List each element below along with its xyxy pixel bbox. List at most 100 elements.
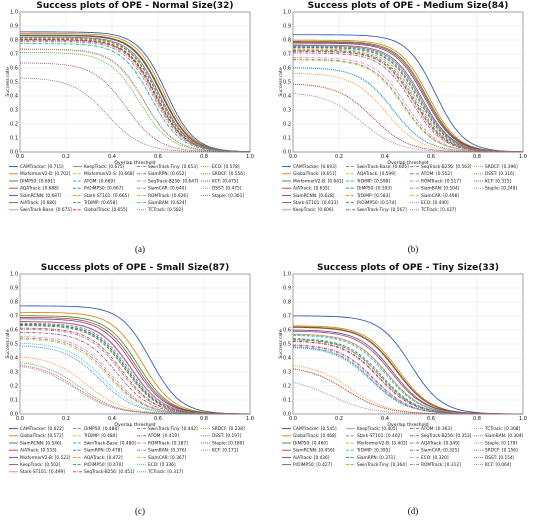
- y-tick-label: 0.0: [283, 150, 291, 156]
- y-tick-label: 0.7: [283, 314, 291, 320]
- legend-entry: ATOM: [0.363]: [421, 426, 452, 432]
- series-line: [20, 31, 251, 153]
- legend-entry: SeqTrack-B256: [0.647]: [148, 178, 199, 184]
- legend-entry: MixformerV2-B: [0.402]: [357, 440, 408, 446]
- legend: CAMTracker: [0.693]GlobalTrack: [0.651]M…: [282, 164, 518, 213]
- y-tick-label: 0.2: [283, 122, 291, 128]
- series-line: [292, 67, 524, 153]
- legend-entry: AiATrack: [0.436]: [293, 455, 330, 461]
- series-line: [20, 33, 251, 153]
- series-line: [292, 59, 524, 153]
- x-tick-label: 0.8: [200, 154, 208, 160]
- legend-entry: DiMP50: [0.488]: [84, 426, 119, 432]
- y-tick-label: 0.2: [10, 384, 18, 390]
- y-tick-label: 0.3: [10, 108, 18, 114]
- legend-entry: DSST: [0.154]: [485, 455, 515, 461]
- legend-entry: PrDiMP50: [0.427]: [293, 462, 332, 468]
- panel-label: (b): [408, 244, 419, 254]
- legend-entry: KeepTrack: [0.502]: [20, 462, 61, 468]
- series-line: [292, 57, 524, 153]
- success-plot-medium-size: Success plots of OPE - Medium Size(84) 0.…: [278, 1, 527, 254]
- y-tick-label: 0.4: [283, 356, 291, 362]
- y-tick-label: 0.6: [10, 66, 18, 72]
- legend-entry: GlobalTrack: [0.651]: [293, 171, 337, 177]
- legend-entry: DiMP50: [0.691]: [20, 178, 55, 184]
- series-line: [292, 339, 524, 415]
- x-tick-label: 1.0: [246, 154, 254, 160]
- legend-entry: CAMTracker: [0.693]: [293, 164, 337, 170]
- legend-entry: PrDiMP50: [0.574]: [357, 200, 396, 206]
- y-tick-label: 1.0: [283, 10, 291, 16]
- legend-entry: SiamRCNN: [0.456]: [293, 448, 335, 454]
- legend-entry: ATOM: [0.669]: [84, 178, 115, 184]
- series-line: [292, 50, 524, 153]
- legend-entry: SiamCAR: [0.367]: [148, 455, 186, 461]
- chart-title: Success plots of OPE - Tiny Size(33): [317, 263, 499, 273]
- series-line: [293, 34, 524, 153]
- legend-entry: SwinTrack-Base: [0.675]: [20, 207, 72, 213]
- legend-entry: DiMP50: [0.593]: [357, 186, 392, 192]
- x-tick-label: 0.8: [473, 416, 481, 422]
- legend-entry: SiamRCNN: [0.546]: [20, 440, 62, 446]
- y-tick-label: 0.6: [283, 66, 291, 72]
- legend-entry: ROMTrack: [0.626]: [148, 193, 188, 199]
- legend-entry: Stark-ST101: [0.499]: [20, 469, 65, 475]
- x-tick-label: 0.2: [62, 154, 70, 160]
- legend-entry: TrDiMP: [0.598]: [356, 178, 390, 184]
- legend-entry: ATOM: [0.552]: [421, 171, 452, 177]
- y-tick-label: 0.1: [283, 398, 291, 404]
- y-tick-label: 0.7: [10, 314, 18, 320]
- legend-entry: Staple: [0.180]: [212, 440, 244, 446]
- series-line: [19, 77, 251, 153]
- y-tick-label: 0.4: [10, 94, 18, 100]
- legend-entry: SeqTrack-B256: [0.563]: [421, 164, 472, 170]
- legend-entry: ROMTrack: [0.312]: [421, 462, 461, 468]
- y-tick-label: 0.2: [283, 384, 291, 390]
- legend-entry: TCTrack: [0.437]: [420, 207, 456, 213]
- legend: CAMTracker: [0.622]GlobalTrack: [0.572]S…: [9, 426, 245, 475]
- legend-entry: PrDiMP50: [0.667]: [84, 186, 123, 192]
- x-tick-label: 0.6: [427, 416, 435, 422]
- legend-entry: GlobalTrack: [0.572]: [20, 433, 64, 439]
- series-line: [292, 83, 524, 153]
- legend-entry: GlobalTrack: [0.655]: [84, 207, 128, 213]
- y-tick-label: 0.6: [10, 328, 18, 334]
- legend-entry: CAMTracker: [0.545]: [293, 426, 337, 432]
- y-tick-label: 1.0: [10, 10, 18, 16]
- success-plot-small-size: Success plots of OPE - Small Size(87) 0.0…: [5, 263, 254, 516]
- success-plot-tiny-size: Success plots of OPE - Tiny Size(33) 0.0 0…: [278, 263, 527, 516]
- series-line: [292, 72, 523, 153]
- legend-entry: GlobalTrack: [0.468]: [293, 433, 337, 439]
- legend-entry: SRDCF: [0.156]: [485, 448, 518, 454]
- series-line: [292, 58, 524, 153]
- legend-entry: AQATrack: [0.688]: [20, 186, 59, 192]
- chart-panel-d: Success plots of OPE - Tiny Size(33) 0.0 0…: [278, 262, 548, 520]
- legend-entry: ECO: [0.320]: [421, 455, 449, 461]
- legend-entry: Staple: [0.361]: [212, 193, 244, 199]
- series-line: [19, 39, 251, 153]
- series-line: [292, 51, 524, 153]
- series-line: [19, 325, 251, 415]
- series-line: [19, 364, 250, 415]
- y-tick-label: 0.7: [10, 52, 18, 58]
- legend: CAMTracker: [0.715]MixformerV2-B: [0.702…: [9, 164, 245, 213]
- chart-title: Success plots of OPE - Small Size(87): [41, 263, 230, 273]
- series-line: [292, 315, 524, 415]
- legend-entry: TrDiMP: [0.583]: [356, 193, 390, 199]
- y-tick-label: 1.0: [283, 272, 291, 278]
- x-tick-label: 0.2: [62, 416, 70, 422]
- legend-entry: CAMTracker: [0.715]: [20, 164, 64, 170]
- legend-entry: KCF: [0.064]: [485, 462, 512, 468]
- y-tick-label: 0.3: [283, 370, 291, 376]
- series-line: [292, 49, 524, 153]
- legend-entry: KeepTrack: [0.606]: [293, 207, 334, 213]
- legend-entry: Stark-ST101: [0.665]: [84, 193, 129, 199]
- x-tick-label: 0.0: [289, 154, 297, 160]
- legend-entry: SiamBAN: [0.624]: [148, 200, 187, 206]
- legend-entry: SRDCF: [0.238]: [212, 426, 245, 432]
- y-tick-label: 0.6: [283, 328, 291, 334]
- series-line: [19, 324, 251, 415]
- legend-entry: PrDiMP50: [0.470]: [84, 462, 123, 468]
- y-tick-label: 0.0: [283, 412, 291, 418]
- x-tick-label: 0.4: [381, 416, 389, 422]
